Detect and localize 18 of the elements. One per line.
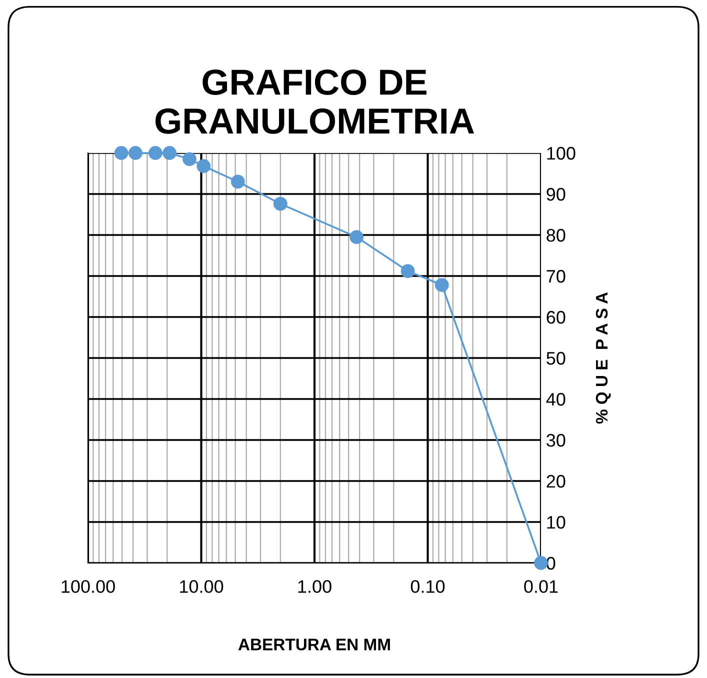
chart-title: GRAFICO DE GRANULOMETRIA xyxy=(156,69,474,134)
y-tick-label: 50 xyxy=(546,352,566,365)
x-axis-title: ABERTURA EN MM xyxy=(238,638,390,650)
y-tick-label: 90 xyxy=(546,188,566,201)
y-tick-label: 40 xyxy=(546,392,566,406)
y-tick-label: 30 xyxy=(546,434,566,447)
x-tick-label: 0.10 xyxy=(410,580,445,593)
x-tick-label: 0.01 xyxy=(524,580,558,593)
x-tick-label: 1.00 xyxy=(298,580,332,593)
y-tick-label: 20 xyxy=(546,474,566,488)
y-tick-label: 100 xyxy=(547,146,576,160)
y-tick-label: 60 xyxy=(546,310,566,324)
x-tick-label: 100.00 xyxy=(62,580,115,593)
y-tick-label: 80 xyxy=(546,228,566,242)
y-tick-label: 10 xyxy=(547,516,566,529)
y-axis-title: % Q U E P A S A xyxy=(596,292,611,424)
x-tick-label: 10.00 xyxy=(180,580,224,593)
y-tick-label: 70 xyxy=(546,270,566,283)
